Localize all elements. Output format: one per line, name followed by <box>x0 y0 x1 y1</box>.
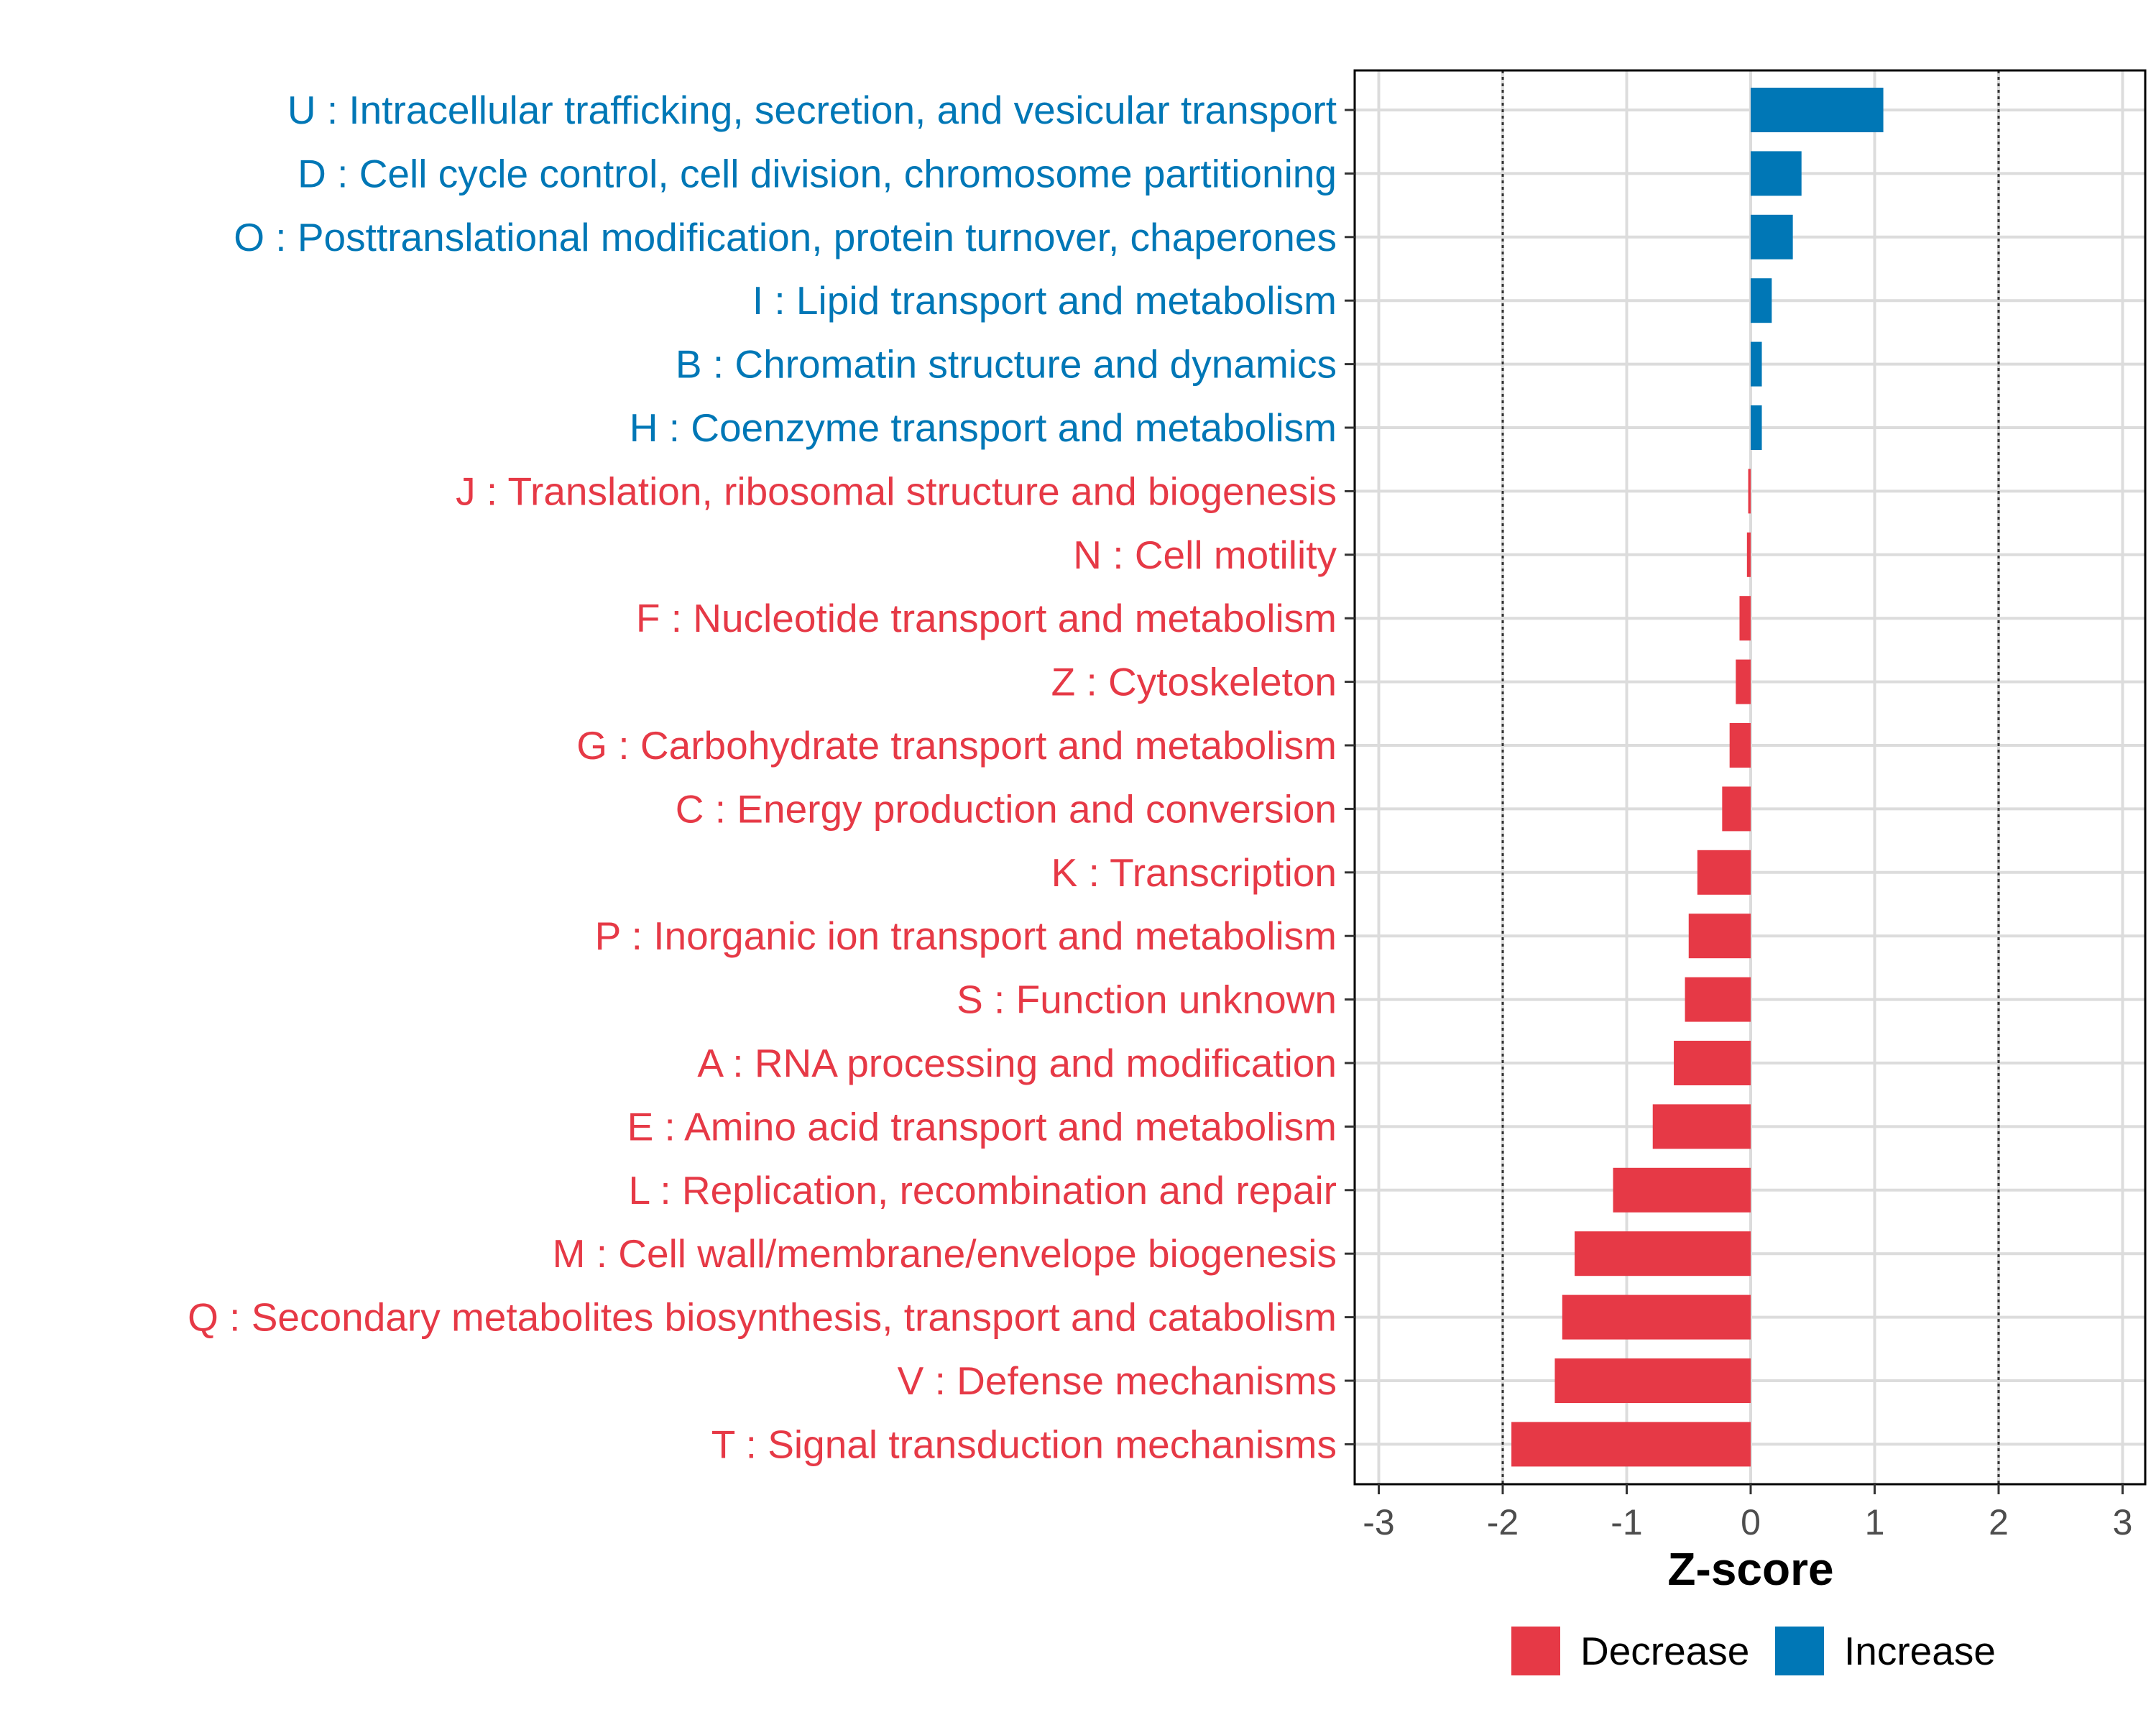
legend-label-decrease: Decrease <box>1580 1629 1749 1673</box>
bar <box>1685 977 1751 1022</box>
bar <box>1688 914 1751 959</box>
bar <box>1674 1041 1751 1085</box>
bar <box>1748 469 1751 514</box>
category-label: Q : Secondary metabolites biosynthesis, … <box>188 1295 1337 1340</box>
category-label: Z : Cytoskeleton <box>1051 660 1337 704</box>
bar <box>1736 659 1751 704</box>
x-tick-label: -1 <box>1611 1502 1642 1542</box>
bar <box>1751 405 1762 450</box>
bar <box>1739 596 1751 641</box>
y-axis-ticks <box>1345 109 1355 1445</box>
legend-key-increase <box>1775 1627 1824 1675</box>
bar <box>1751 151 1802 196</box>
x-tick-label: 2 <box>1989 1502 2009 1542</box>
bar <box>1554 1358 1751 1403</box>
category-labels: U : Intracellular trafficking, secretion… <box>188 88 1337 1466</box>
category-label: B : Chromatin structure and dynamics <box>676 342 1337 387</box>
category-label: U : Intracellular trafficking, secretion… <box>287 88 1337 132</box>
category-label: V : Defense mechanisms <box>898 1358 1337 1403</box>
bar <box>1697 850 1751 895</box>
x-tick-label: 0 <box>1741 1502 1761 1542</box>
x-axis-ticks: -3 -2 -1 0 1 2 3 <box>1363 1484 2132 1542</box>
legend: Decrease Increase <box>1511 1627 1996 1675</box>
bar <box>1722 786 1751 832</box>
bar <box>1751 341 1762 387</box>
bar <box>1729 723 1751 768</box>
category-label: O : Posttranslational modification, prot… <box>234 215 1337 259</box>
category-label: L : Replication, recombination and repai… <box>629 1168 1337 1213</box>
bar <box>1613 1167 1751 1213</box>
category-label: M : Cell wall/membrane/envelope biogenes… <box>553 1231 1337 1276</box>
category-label: C : Energy production and conversion <box>676 786 1337 831</box>
x-axis-title: Z-score <box>1667 1543 1833 1595</box>
category-label: K : Transcription <box>1051 850 1337 895</box>
x-tick-label: -3 <box>1363 1502 1394 1542</box>
category-label: I : Lipid transport and metabolism <box>752 278 1337 323</box>
category-label: E : Amino acid transport and metabolism <box>627 1104 1337 1149</box>
category-label: D : Cell cycle control, cell division, c… <box>298 151 1337 196</box>
category-label: J : Translation, ribosomal structure and… <box>456 469 1337 513</box>
x-tick-label: -2 <box>1487 1502 1519 1542</box>
bar <box>1746 532 1751 577</box>
category-label: T : Signal transduction mechanisms <box>711 1422 1337 1466</box>
bar <box>1575 1231 1751 1276</box>
category-label: G : Carbohydrate transport and metabolis… <box>576 723 1337 768</box>
x-tick-label: 3 <box>2113 1502 2133 1542</box>
bar <box>1652 1104 1751 1149</box>
category-label: H : Coenzyme transport and metabolism <box>630 405 1337 450</box>
bar <box>1751 278 1772 323</box>
category-label: F : Nucleotide transport and metabolism <box>636 596 1337 640</box>
category-label: S : Function unknown <box>957 978 1337 1022</box>
category-label: P : Inorganic ion transport and metaboli… <box>595 914 1337 958</box>
bar <box>1751 88 1884 132</box>
category-label: N : Cell motility <box>1073 533 1337 577</box>
bar <box>1562 1294 1751 1340</box>
legend-label-increase: Increase <box>1844 1629 1996 1673</box>
legend-key-decrease <box>1511 1627 1560 1675</box>
bars <box>1511 88 1884 1467</box>
reference-lines <box>1501 70 2000 1484</box>
bar <box>1751 214 1793 259</box>
x-tick-label: 1 <box>1865 1502 1885 1542</box>
category-label: A : RNA processing and modification <box>697 1041 1337 1085</box>
bar <box>1511 1422 1751 1467</box>
